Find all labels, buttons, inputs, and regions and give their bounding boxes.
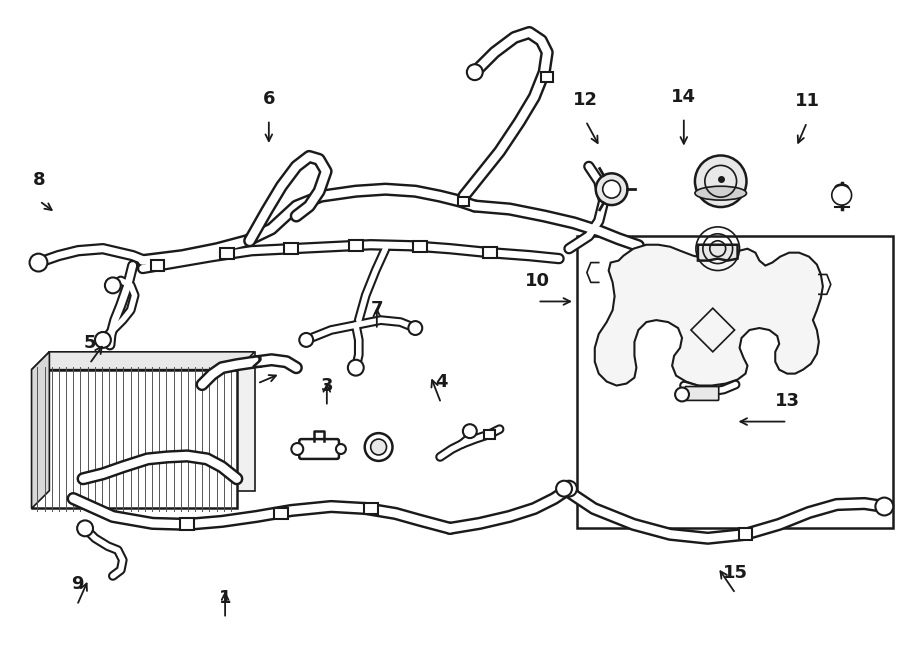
Text: 6: 6 [263, 90, 275, 108]
Circle shape [292, 443, 303, 455]
Text: 5: 5 [83, 334, 95, 352]
Ellipse shape [834, 184, 849, 192]
Circle shape [695, 156, 746, 207]
Circle shape [876, 498, 893, 516]
Text: 7: 7 [371, 300, 383, 318]
Circle shape [348, 359, 364, 375]
Polygon shape [50, 352, 255, 491]
Bar [151, 260, 164, 271]
Bar [484, 430, 495, 439]
Text: 9: 9 [71, 575, 83, 594]
Circle shape [561, 481, 577, 496]
Circle shape [603, 180, 621, 198]
Circle shape [30, 254, 48, 271]
Text: 8: 8 [33, 171, 46, 189]
Bar [274, 508, 288, 520]
Bar [220, 248, 234, 259]
Bar [349, 240, 363, 251]
Circle shape [596, 173, 627, 205]
Circle shape [77, 520, 93, 536]
Polygon shape [32, 369, 237, 508]
Circle shape [463, 424, 477, 438]
Bar [482, 247, 497, 258]
Bar [739, 528, 752, 540]
Circle shape [832, 185, 851, 205]
Text: 4: 4 [435, 373, 447, 391]
Circle shape [409, 321, 422, 335]
Text: 13: 13 [775, 392, 800, 410]
Polygon shape [32, 352, 255, 369]
Bar [364, 502, 378, 514]
Bar [284, 243, 298, 254]
Text: 14: 14 [671, 88, 697, 106]
Text: 11: 11 [795, 93, 820, 111]
Bar [413, 241, 428, 252]
Bar [577, 236, 893, 528]
Text: 12: 12 [573, 91, 598, 109]
Text: 2: 2 [251, 354, 264, 371]
Circle shape [371, 439, 386, 455]
Polygon shape [698, 245, 738, 261]
Circle shape [675, 387, 689, 401]
Circle shape [556, 481, 572, 496]
Circle shape [300, 333, 313, 347]
FancyBboxPatch shape [685, 387, 719, 401]
Text: 3: 3 [320, 377, 333, 395]
Polygon shape [595, 245, 823, 385]
Polygon shape [32, 352, 50, 508]
Text: 15: 15 [723, 563, 748, 582]
Text: 1: 1 [219, 589, 231, 606]
Circle shape [364, 433, 392, 461]
FancyBboxPatch shape [300, 439, 339, 459]
Bar [180, 518, 194, 530]
Bar [458, 197, 469, 206]
Circle shape [336, 444, 346, 454]
Ellipse shape [695, 186, 746, 200]
Text: 10: 10 [525, 271, 550, 289]
Bar [541, 72, 554, 82]
Circle shape [105, 277, 121, 293]
Circle shape [467, 64, 482, 80]
Circle shape [95, 332, 111, 348]
